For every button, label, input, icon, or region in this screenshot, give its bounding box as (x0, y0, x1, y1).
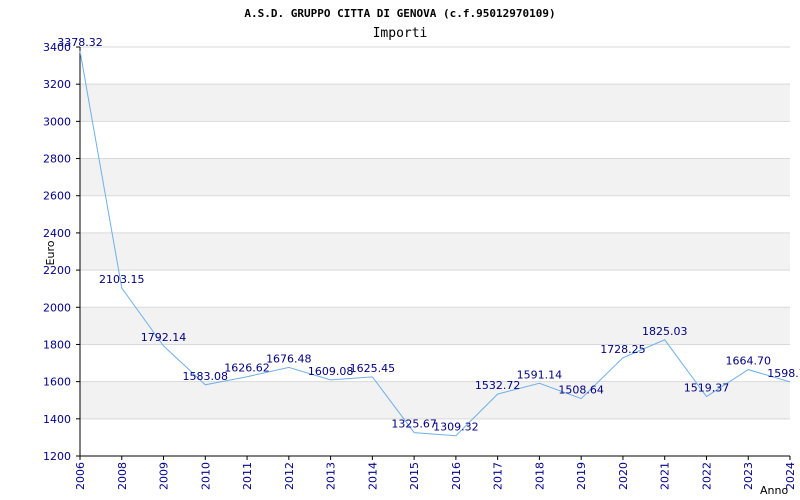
y-axis-ticks: 1200 1400 1600 1800 2000 2200 2400 2600 2800 3000… (43, 41, 80, 463)
plot-background (80, 46, 790, 420)
grid-band (80, 232, 790, 271)
data-label: 1625.45 (350, 362, 396, 375)
grid-band (80, 307, 790, 345)
x-axis-label: Anno (760, 484, 788, 497)
y-tick-label: 1200 (43, 450, 71, 463)
data-label: 3378.32 (57, 36, 103, 49)
x-tick-label: 2013 (325, 462, 338, 490)
series-line (79, 50, 791, 437)
y-axis-label: Euro (44, 240, 57, 265)
y-tick-label: 3400 (43, 41, 71, 54)
x-tick-label: 2014 (366, 462, 379, 490)
x-tick-label: 2012 (283, 462, 296, 490)
y-tick-label: 3200 (43, 78, 71, 91)
grid-band (80, 158, 790, 196)
data-label: 1325.67 (391, 418, 437, 431)
axes (79, 47, 790, 457)
data-label: 1728.25 (600, 343, 646, 356)
data-label: 1609.08 (308, 365, 354, 378)
data-label: 1591.14 (517, 368, 563, 381)
data-label: 1792.14 (141, 331, 187, 344)
x-tick-label: 2020 (617, 462, 630, 490)
data-label: 1309.32 (433, 421, 479, 434)
data-label: 1676.48 (266, 352, 312, 365)
x-tick-label: 2016 (450, 462, 463, 490)
x-tick-label: 2018 (533, 462, 546, 490)
data-label: 1532.72 (475, 379, 521, 392)
x-axis-ticks: 2006 2008 2009 2010 2011 2012 2013 2014 2015 2016… (74, 456, 797, 490)
data-label: 1626.62 (224, 362, 270, 375)
x-tick-label: 2015 (408, 462, 421, 490)
data-label: 1825.03 (642, 325, 688, 338)
x-tick-label: 2021 (659, 462, 672, 490)
y-tick-label: 2000 (43, 301, 71, 314)
x-tick-label: 2022 (700, 462, 713, 490)
data-label: 1664.70 (725, 355, 771, 368)
y-tick-label: 1600 (43, 376, 71, 389)
x-tick-label: 2010 (199, 462, 212, 490)
x-tick-label: 2023 (742, 462, 755, 490)
x-tick-label: 2011 (241, 462, 254, 490)
y-tick-label: 2800 (43, 153, 71, 166)
data-label: 1508.64 (558, 384, 604, 397)
x-tick-label: 2024 (784, 462, 797, 490)
y-tick-label: 1400 (43, 413, 71, 426)
grid-band (80, 381, 790, 419)
x-tick-label: 2008 (116, 462, 129, 490)
x-tick-label: 2017 (492, 462, 505, 490)
grid-band (80, 84, 790, 122)
y-tick-label: 2600 (43, 190, 71, 203)
series-polyline (79, 50, 791, 437)
data-label: 1519.37 (684, 382, 730, 395)
y-tick-label: 2400 (43, 227, 71, 240)
chart-title: A.S.D. GRUPPO CITTA DI GENOVA (c.f.95012… (244, 7, 555, 20)
x-tick-label: 2009 (158, 462, 171, 490)
data-labels: 3378.32 2103.15 1792.14 1583.081626.621676.… (57, 36, 800, 434)
y-tick-label: 2200 (43, 264, 71, 277)
y-tick-label: 1800 (43, 338, 71, 351)
data-label: 1583.08 (183, 370, 229, 383)
chart-subtitle: Importi (373, 26, 428, 41)
x-tick-label: 2019 (575, 462, 588, 490)
y-tick-label: 3000 (43, 115, 71, 128)
data-label: 1598.70 (767, 367, 800, 380)
data-label: 2103.15 (99, 273, 145, 286)
x-tick-label: 2006 (74, 462, 87, 490)
